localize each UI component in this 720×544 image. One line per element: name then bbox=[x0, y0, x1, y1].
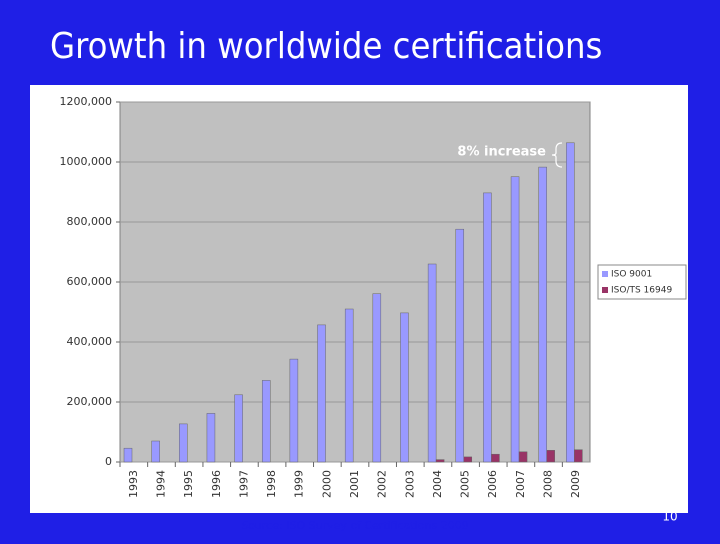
legend-box bbox=[597, 264, 687, 300]
page-number: 10 bbox=[662, 510, 677, 524]
bar bbox=[206, 413, 216, 463]
bar bbox=[344, 308, 354, 463]
x-tick-label: 2007 bbox=[514, 470, 527, 498]
y-tick-label: 1200,000 bbox=[60, 95, 113, 108]
x-tick-label: 1995 bbox=[182, 470, 195, 498]
annotation: 8% increase bbox=[457, 145, 546, 160]
source: Source: ISO Survey of Certifications 200… bbox=[241, 519, 469, 532]
legend-swatch bbox=[602, 271, 608, 277]
y-tick-label: 400,000 bbox=[67, 335, 113, 348]
bar bbox=[510, 176, 520, 463]
x-tick-label: 1994 bbox=[154, 470, 167, 498]
x-tick-label: 1997 bbox=[237, 470, 250, 498]
x-tick-label: 2003 bbox=[403, 470, 416, 498]
bar bbox=[261, 380, 271, 463]
bar bbox=[435, 459, 445, 463]
x-tick-label: 1996 bbox=[210, 470, 223, 498]
bar bbox=[400, 312, 409, 463]
bar bbox=[151, 440, 160, 463]
x-tick-label: 2009 bbox=[569, 470, 582, 498]
x-tick-label: 2006 bbox=[486, 470, 499, 498]
y-tick-label: 800,000 bbox=[67, 215, 113, 228]
legend-swatch bbox=[602, 287, 608, 293]
x-tick-label: 2000 bbox=[320, 470, 333, 498]
bar bbox=[123, 447, 133, 463]
x-tick-label: 2008 bbox=[542, 470, 555, 498]
x-tick-label: 2001 bbox=[348, 470, 361, 498]
bar bbox=[538, 166, 547, 463]
bar bbox=[427, 263, 437, 463]
legend-label: ISO 9001 bbox=[611, 270, 652, 280]
x-tick-label: 1999 bbox=[293, 470, 306, 498]
bar bbox=[483, 192, 492, 463]
x-tick-label: 2004 bbox=[431, 470, 444, 498]
slide-title: Growth in worldwide certifications bbox=[50, 26, 602, 67]
bar bbox=[463, 456, 473, 463]
bar bbox=[317, 324, 326, 463]
y-tick-label: 1000,000 bbox=[60, 155, 113, 168]
bar bbox=[289, 358, 299, 463]
bar bbox=[234, 394, 243, 463]
bar bbox=[372, 293, 382, 463]
legend-label: ISO/TS 16949 bbox=[611, 286, 672, 296]
chart: 0 200,000 400,000 600,000 800,000 1000,000 120… bbox=[60, 95, 687, 498]
bar bbox=[455, 228, 465, 463]
bar bbox=[546, 450, 555, 463]
bar bbox=[574, 449, 583, 463]
x-tick-label: 1993 bbox=[127, 470, 140, 498]
x-tick-label: 2005 bbox=[459, 470, 472, 498]
bar bbox=[566, 142, 575, 463]
y-tick-label: 0 bbox=[105, 455, 112, 468]
brace bbox=[551, 142, 563, 168]
y-tick-label: 200,000 bbox=[67, 395, 113, 408]
bar bbox=[491, 453, 500, 463]
x-tick-label: 1998 bbox=[265, 470, 278, 498]
bar bbox=[518, 451, 528, 463]
bar bbox=[179, 423, 188, 463]
x-tick-label: 2002 bbox=[376, 470, 389, 498]
y-tick-label: 600,000 bbox=[67, 275, 113, 288]
